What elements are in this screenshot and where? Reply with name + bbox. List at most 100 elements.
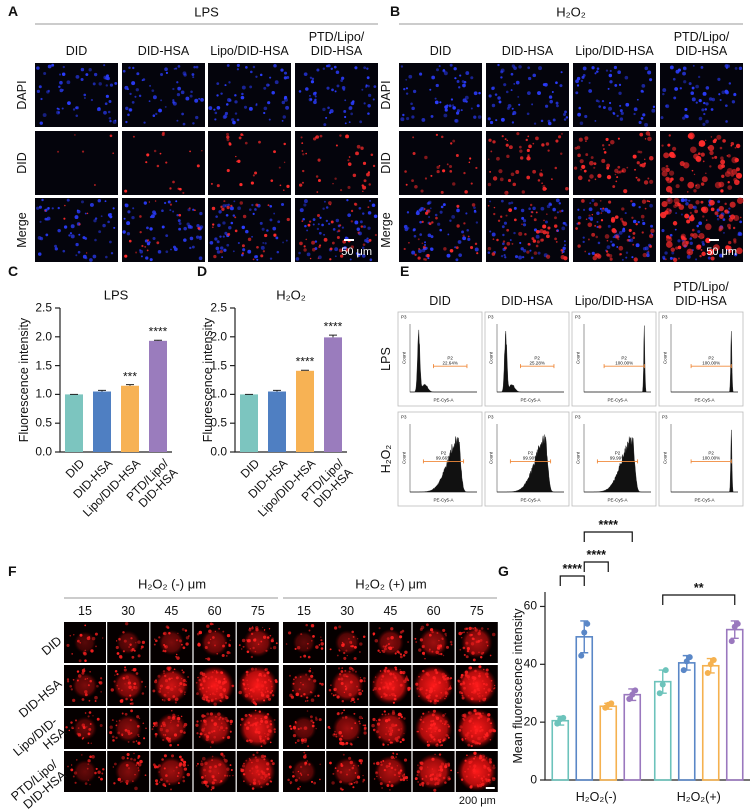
cell-dot: [347, 185, 351, 189]
spheroid-dot: [397, 712, 402, 717]
cell-dot: [677, 239, 681, 243]
spheroid-dot: [472, 676, 477, 680]
cell-dot: [700, 66, 704, 69]
micrograph-background: [399, 131, 482, 195]
spheroid-dot: [483, 756, 485, 758]
cell-dot: [709, 150, 714, 156]
cell-dot: [513, 206, 517, 210]
cell-dot: [450, 142, 453, 145]
spheroid-dot: [273, 728, 276, 731]
micrograph-background: [295, 198, 378, 262]
cell-dot: [286, 217, 290, 222]
cell-dot: [698, 116, 703, 121]
spheroid-dot: [222, 630, 225, 633]
spheroid-dot: [102, 637, 104, 639]
cell-dot: [711, 97, 716, 102]
cell-dot: [201, 150, 203, 152]
spheroid-glow: [73, 631, 97, 654]
y-tick-label: 1.0: [210, 386, 227, 401]
spheroid-dot: [196, 762, 199, 765]
spheroid-dot: [439, 697, 442, 700]
spheroid-dot: [289, 781, 293, 784]
cell-dot: [521, 255, 525, 259]
cell-dot: [498, 100, 502, 104]
spheroid-dot: [111, 735, 115, 739]
cell-dot: [738, 66, 743, 71]
cell-dot: [316, 68, 320, 72]
spheroid-dot: [430, 720, 433, 723]
spheroid-dot: [131, 669, 133, 671]
cell-dot: [124, 254, 128, 258]
cell-dot: [128, 239, 132, 243]
spheroid-dot: [436, 773, 440, 777]
spheroid-dot: [179, 682, 183, 686]
spheroid-dot: [216, 725, 219, 728]
spheroid-dot: [476, 685, 479, 688]
cell-dot: [609, 80, 613, 84]
spheroid-dot: [344, 688, 348, 691]
spheroid-dot: [389, 672, 393, 676]
cell-dot: [501, 242, 505, 246]
cell-dot: [66, 198, 70, 202]
cell-dot: [283, 76, 288, 80]
spheroid-dot: [272, 645, 277, 650]
cell-dot: [675, 184, 680, 189]
spheroid-dot: [129, 718, 132, 722]
spheroid-image: [150, 622, 193, 663]
cell-dot: [283, 142, 286, 146]
spheroid-dot: [478, 712, 482, 716]
spheroid-dot: [140, 648, 142, 650]
cell-dot: [247, 237, 252, 242]
cell-dot: [489, 200, 492, 203]
spheroid-dot: [139, 759, 143, 764]
cell-dot: [723, 231, 725, 234]
spheroid-dot: [429, 648, 431, 651]
cell-dot: [545, 142, 550, 146]
panel-letter: B: [390, 3, 401, 20]
spheroid-dot: [275, 642, 278, 645]
cell-dot: [713, 244, 720, 251]
bar: [701, 664, 720, 781]
spheroid-dot: [487, 688, 491, 692]
spheroid-dot: [246, 683, 249, 686]
spheroid-dot: [387, 743, 389, 746]
spheroid-dot: [355, 780, 359, 784]
cell-dot: [39, 121, 43, 125]
spheroid-dot: [449, 640, 453, 644]
error-bar: [154, 339, 162, 341]
spheroid-dot: [473, 692, 475, 694]
data-point: [656, 690, 663, 697]
cell-dot: [584, 136, 589, 141]
spheroid-dot: [216, 653, 218, 655]
cell-dot: [424, 243, 427, 246]
spheroid-dot: [132, 648, 134, 650]
spheroid-dot: [212, 636, 215, 639]
spheroid-dot: [266, 762, 270, 766]
spheroid-dot: [391, 723, 395, 728]
cell-dot: [266, 229, 269, 232]
cell-dot: [704, 139, 707, 142]
spheroid-dot: [219, 729, 221, 731]
spheroid-dot: [483, 668, 485, 671]
spheroid-dot: [130, 637, 133, 640]
spheroid-glow: [414, 709, 453, 748]
cell-dot: [169, 187, 172, 190]
cell-dot: [527, 76, 532, 81]
cell-dot: [717, 164, 724, 170]
cell-dot: [319, 134, 323, 138]
chart-title: H₂O₂: [276, 287, 306, 303]
micrograph: [35, 131, 118, 195]
spheroid-dot: [89, 679, 92, 683]
spheroid-image: [236, 622, 279, 663]
cell-dot: [303, 199, 308, 204]
spheroid-dot: [478, 694, 481, 698]
cell-dot: [644, 122, 649, 127]
spheroid-dot: [402, 672, 405, 675]
cell-dot: [549, 99, 553, 104]
spheroid-dot: [447, 778, 451, 781]
error-bar: [126, 384, 134, 386]
spheroid-dot: [272, 694, 275, 697]
data-point: [728, 638, 735, 645]
cell-dot: [109, 212, 112, 216]
cell-dot: [688, 203, 694, 210]
